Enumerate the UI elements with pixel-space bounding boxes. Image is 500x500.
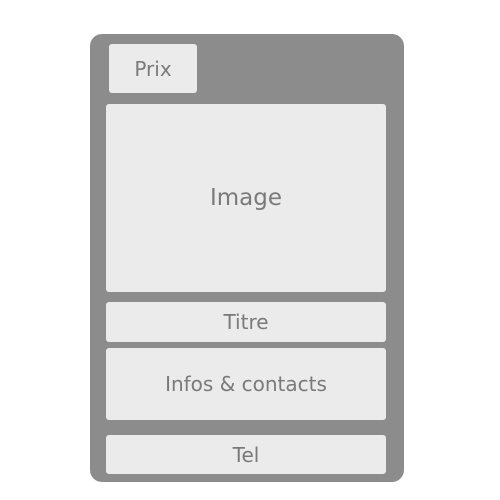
phone-box: Tel (106, 435, 386, 474)
price-box: Prix (109, 44, 197, 93)
info-contacts-box: Infos & contacts (106, 348, 386, 420)
price-label: Prix (134, 56, 172, 81)
phone-label: Tel (232, 442, 260, 467)
title-box: Titre (106, 302, 386, 342)
title-label: Titre (223, 310, 269, 334)
image-label: Image (209, 185, 283, 211)
info-contacts-label: Infos & contacts (165, 372, 327, 396)
image-placeholder: Image (106, 104, 386, 292)
listing-card-wireframe: Prix Image Titre Infos & contacts Tel (90, 34, 404, 482)
